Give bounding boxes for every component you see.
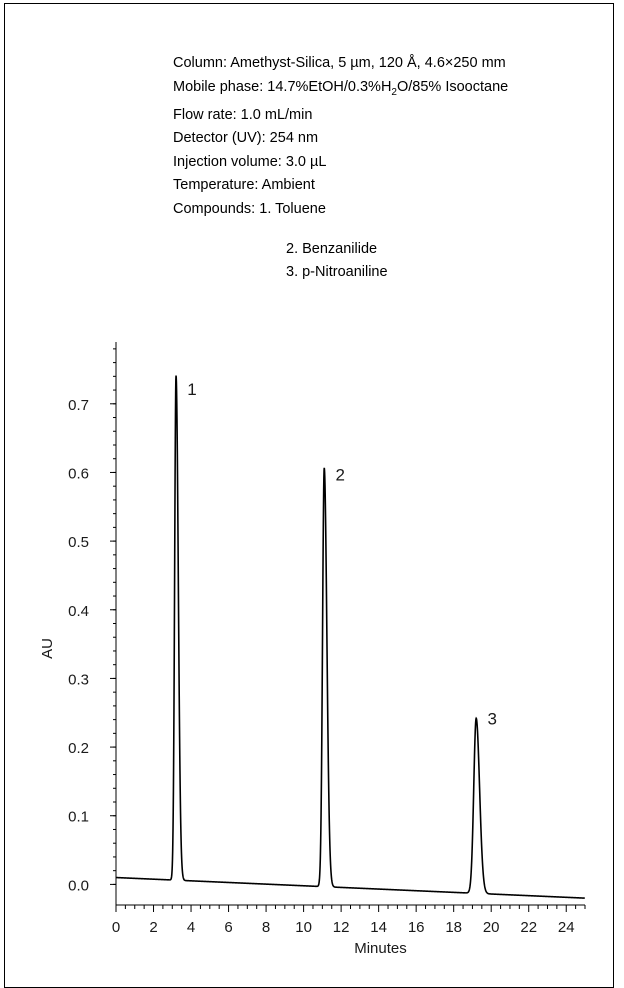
detector-text: Detector (UV): 254 nm <box>173 130 319 147</box>
chromatogram-trace <box>116 375 585 899</box>
compounds-label: Compounds: <box>173 200 256 217</box>
y-tick-label: 0.0 <box>68 877 89 894</box>
compound-3: 3. p-Nitroaniline <box>286 264 388 280</box>
y-tick-label: 0.5 <box>68 534 89 551</box>
mobile-phase-suffix: O/85% Isooctane <box>396 78 509 95</box>
compound-2: 2. Benzanilide <box>286 241 378 257</box>
peak-label: 2 <box>336 466 345 485</box>
peak-label: 3 <box>487 709 496 728</box>
x-tick-label: 0 <box>112 919 120 936</box>
y-tick-label: 0.3 <box>68 671 89 688</box>
compounds-line: Compounds: 1. Toluene <box>173 198 508 222</box>
mobile-phase-prefix: Mobile phase: 14.7%EtOH/0.3%H <box>173 78 392 95</box>
y-tick-label: 0.6 <box>68 465 89 482</box>
x-tick-label: 14 <box>370 919 387 936</box>
temperature-text: Temperature: Ambient <box>173 177 315 194</box>
x-tick-label: 18 <box>445 919 462 936</box>
injection-volume-text: Injection volume: 3.0 µL <box>173 153 327 170</box>
x-tick-label: 20 <box>483 919 500 936</box>
x-tick-label: 12 <box>333 919 350 936</box>
mobile-phase-subscript: 2 <box>391 86 397 98</box>
y-tick-label: 0.1 <box>68 809 89 826</box>
y-tick-label: 0.4 <box>68 603 89 620</box>
x-tick-label: 16 <box>408 919 425 936</box>
chromatography-conditions: Column: Amethyst-Silica, 5 µm, 120 Å, 4.… <box>173 52 508 221</box>
y-tick-label: 0.2 <box>68 740 89 757</box>
y-tick-label: 0.7 <box>68 397 89 414</box>
peak-label: 1 <box>187 380 196 399</box>
mobile-phase-text: Mobile phase: 14.7%EtOH/0.3%H2O/85% Isoo… <box>173 76 508 104</box>
y-axis-title: AU <box>39 638 56 659</box>
x-tick-label: 10 <box>295 919 312 936</box>
column-text: Column: Amethyst-Silica, 5 µm, 120 Å, 4.… <box>173 55 506 71</box>
x-tick-label: 24 <box>558 919 575 936</box>
x-tick-label: 8 <box>262 919 270 936</box>
compound-1: 1. Toluene <box>259 200 326 217</box>
flow-rate-text: Flow rate: 1.0 mL/min <box>173 106 313 123</box>
x-tick-label: 2 <box>149 919 157 936</box>
figure-frame <box>4 3 614 988</box>
x-tick-label: 4 <box>187 919 195 936</box>
x-tick-label: 6 <box>224 919 232 936</box>
x-axis-title: Minutes <box>354 940 407 957</box>
x-tick-label: 22 <box>520 919 537 936</box>
